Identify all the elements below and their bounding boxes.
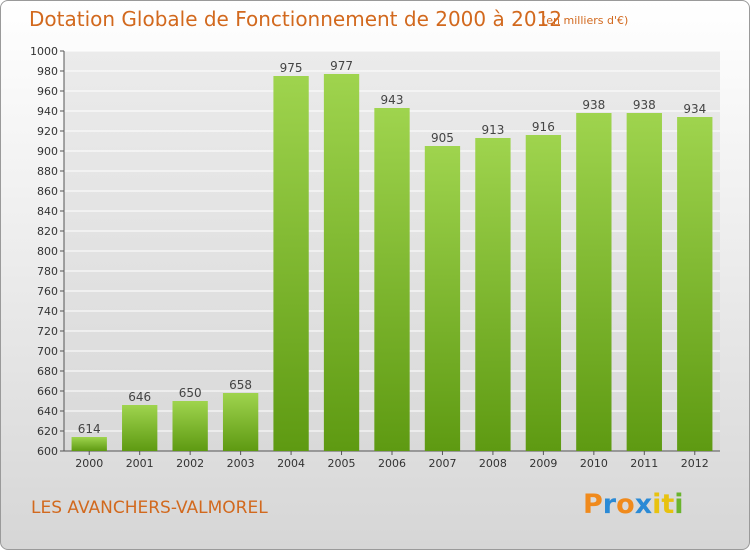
bar-2004 xyxy=(273,76,309,451)
chart-title: Dotation Globale de Fonctionnement de 20… xyxy=(29,7,562,31)
y-tick-label: 700 xyxy=(37,345,58,358)
logo-letter: i xyxy=(674,489,684,520)
y-tick-label: 940 xyxy=(37,105,58,118)
x-tick-label: 2000 xyxy=(75,457,103,470)
y-tick-label: 960 xyxy=(37,85,58,98)
y-tick-label: 1000 xyxy=(30,45,58,58)
x-tick-label: 2003 xyxy=(227,457,255,470)
logo-letter: r xyxy=(602,489,617,520)
bar-value-label: 916 xyxy=(532,120,555,134)
x-tick-label: 2005 xyxy=(328,457,356,470)
bar-value-label: 913 xyxy=(481,123,504,137)
bar-2007 xyxy=(424,146,461,451)
y-tick-label: 920 xyxy=(37,125,58,138)
y-tick-label: 720 xyxy=(37,325,58,338)
bar-2003 xyxy=(222,393,259,451)
bar-value-label: 934 xyxy=(683,102,706,116)
y-tick-label: 760 xyxy=(37,285,58,298)
y-tick-label: 680 xyxy=(37,365,58,378)
logo-letter: P xyxy=(583,489,603,520)
y-tick-label: 600 xyxy=(37,445,58,458)
x-tick-label: 2001 xyxy=(126,457,154,470)
city-name: LES AVANCHERS-VALMOREL xyxy=(31,498,268,518)
y-tick-label: 620 xyxy=(37,425,58,438)
x-tick-label: 2002 xyxy=(176,457,204,470)
y-tick-label: 880 xyxy=(37,165,58,178)
bar-value-label: 943 xyxy=(381,93,404,107)
logo-letter: i xyxy=(652,489,662,520)
proxiti-logo: Proxiti xyxy=(583,489,684,520)
bar-2002 xyxy=(172,401,208,451)
bar-value-label: 650 xyxy=(179,386,202,400)
logo-letter: o xyxy=(616,489,635,520)
y-tick-label: 860 xyxy=(37,185,58,198)
bar-2009 xyxy=(525,135,562,451)
bar-value-label: 905 xyxy=(431,131,454,145)
x-tick-label: 2009 xyxy=(529,457,557,470)
x-tick-label: 2008 xyxy=(479,457,507,470)
y-tick-label: 980 xyxy=(37,65,58,78)
bar-2006 xyxy=(374,108,410,451)
bar-value-label: 977 xyxy=(330,59,353,73)
bar-2001 xyxy=(122,405,158,451)
logo-letter: x xyxy=(634,489,653,520)
y-tick-label: 900 xyxy=(37,145,58,158)
bar-2005 xyxy=(323,74,360,451)
bar-2008 xyxy=(475,138,511,451)
y-tick-label: 740 xyxy=(37,305,58,318)
y-tick-label: 800 xyxy=(37,245,58,258)
x-tick-label: 2006 xyxy=(378,457,406,470)
bar-value-label: 938 xyxy=(582,98,605,112)
bar-2000 xyxy=(71,437,107,451)
x-tick-label: 2010 xyxy=(580,457,608,470)
bar-value-label: 658 xyxy=(229,378,252,392)
x-tick-label: 2007 xyxy=(428,457,456,470)
bar-value-label: 646 xyxy=(128,390,151,404)
chart-unit: (en milliers d'€) xyxy=(542,14,629,27)
y-tick-label: 640 xyxy=(37,405,58,418)
y-tick-label: 840 xyxy=(37,205,58,218)
bar-value-label: 614 xyxy=(78,422,101,436)
x-tick-label: 2012 xyxy=(681,457,709,470)
y-tick-label: 820 xyxy=(37,225,58,238)
bar-2012 xyxy=(677,117,713,451)
bar-value-label: 975 xyxy=(280,61,303,75)
x-tick-label: 2011 xyxy=(630,457,658,470)
x-tick-label: 2004 xyxy=(277,457,305,470)
bar-2011 xyxy=(626,113,662,451)
logo-letter: t xyxy=(661,489,675,520)
y-tick-label: 660 xyxy=(37,385,58,398)
bar-2010 xyxy=(576,113,612,451)
bar-value-label: 938 xyxy=(633,98,656,112)
y-tick-label: 780 xyxy=(37,265,58,278)
